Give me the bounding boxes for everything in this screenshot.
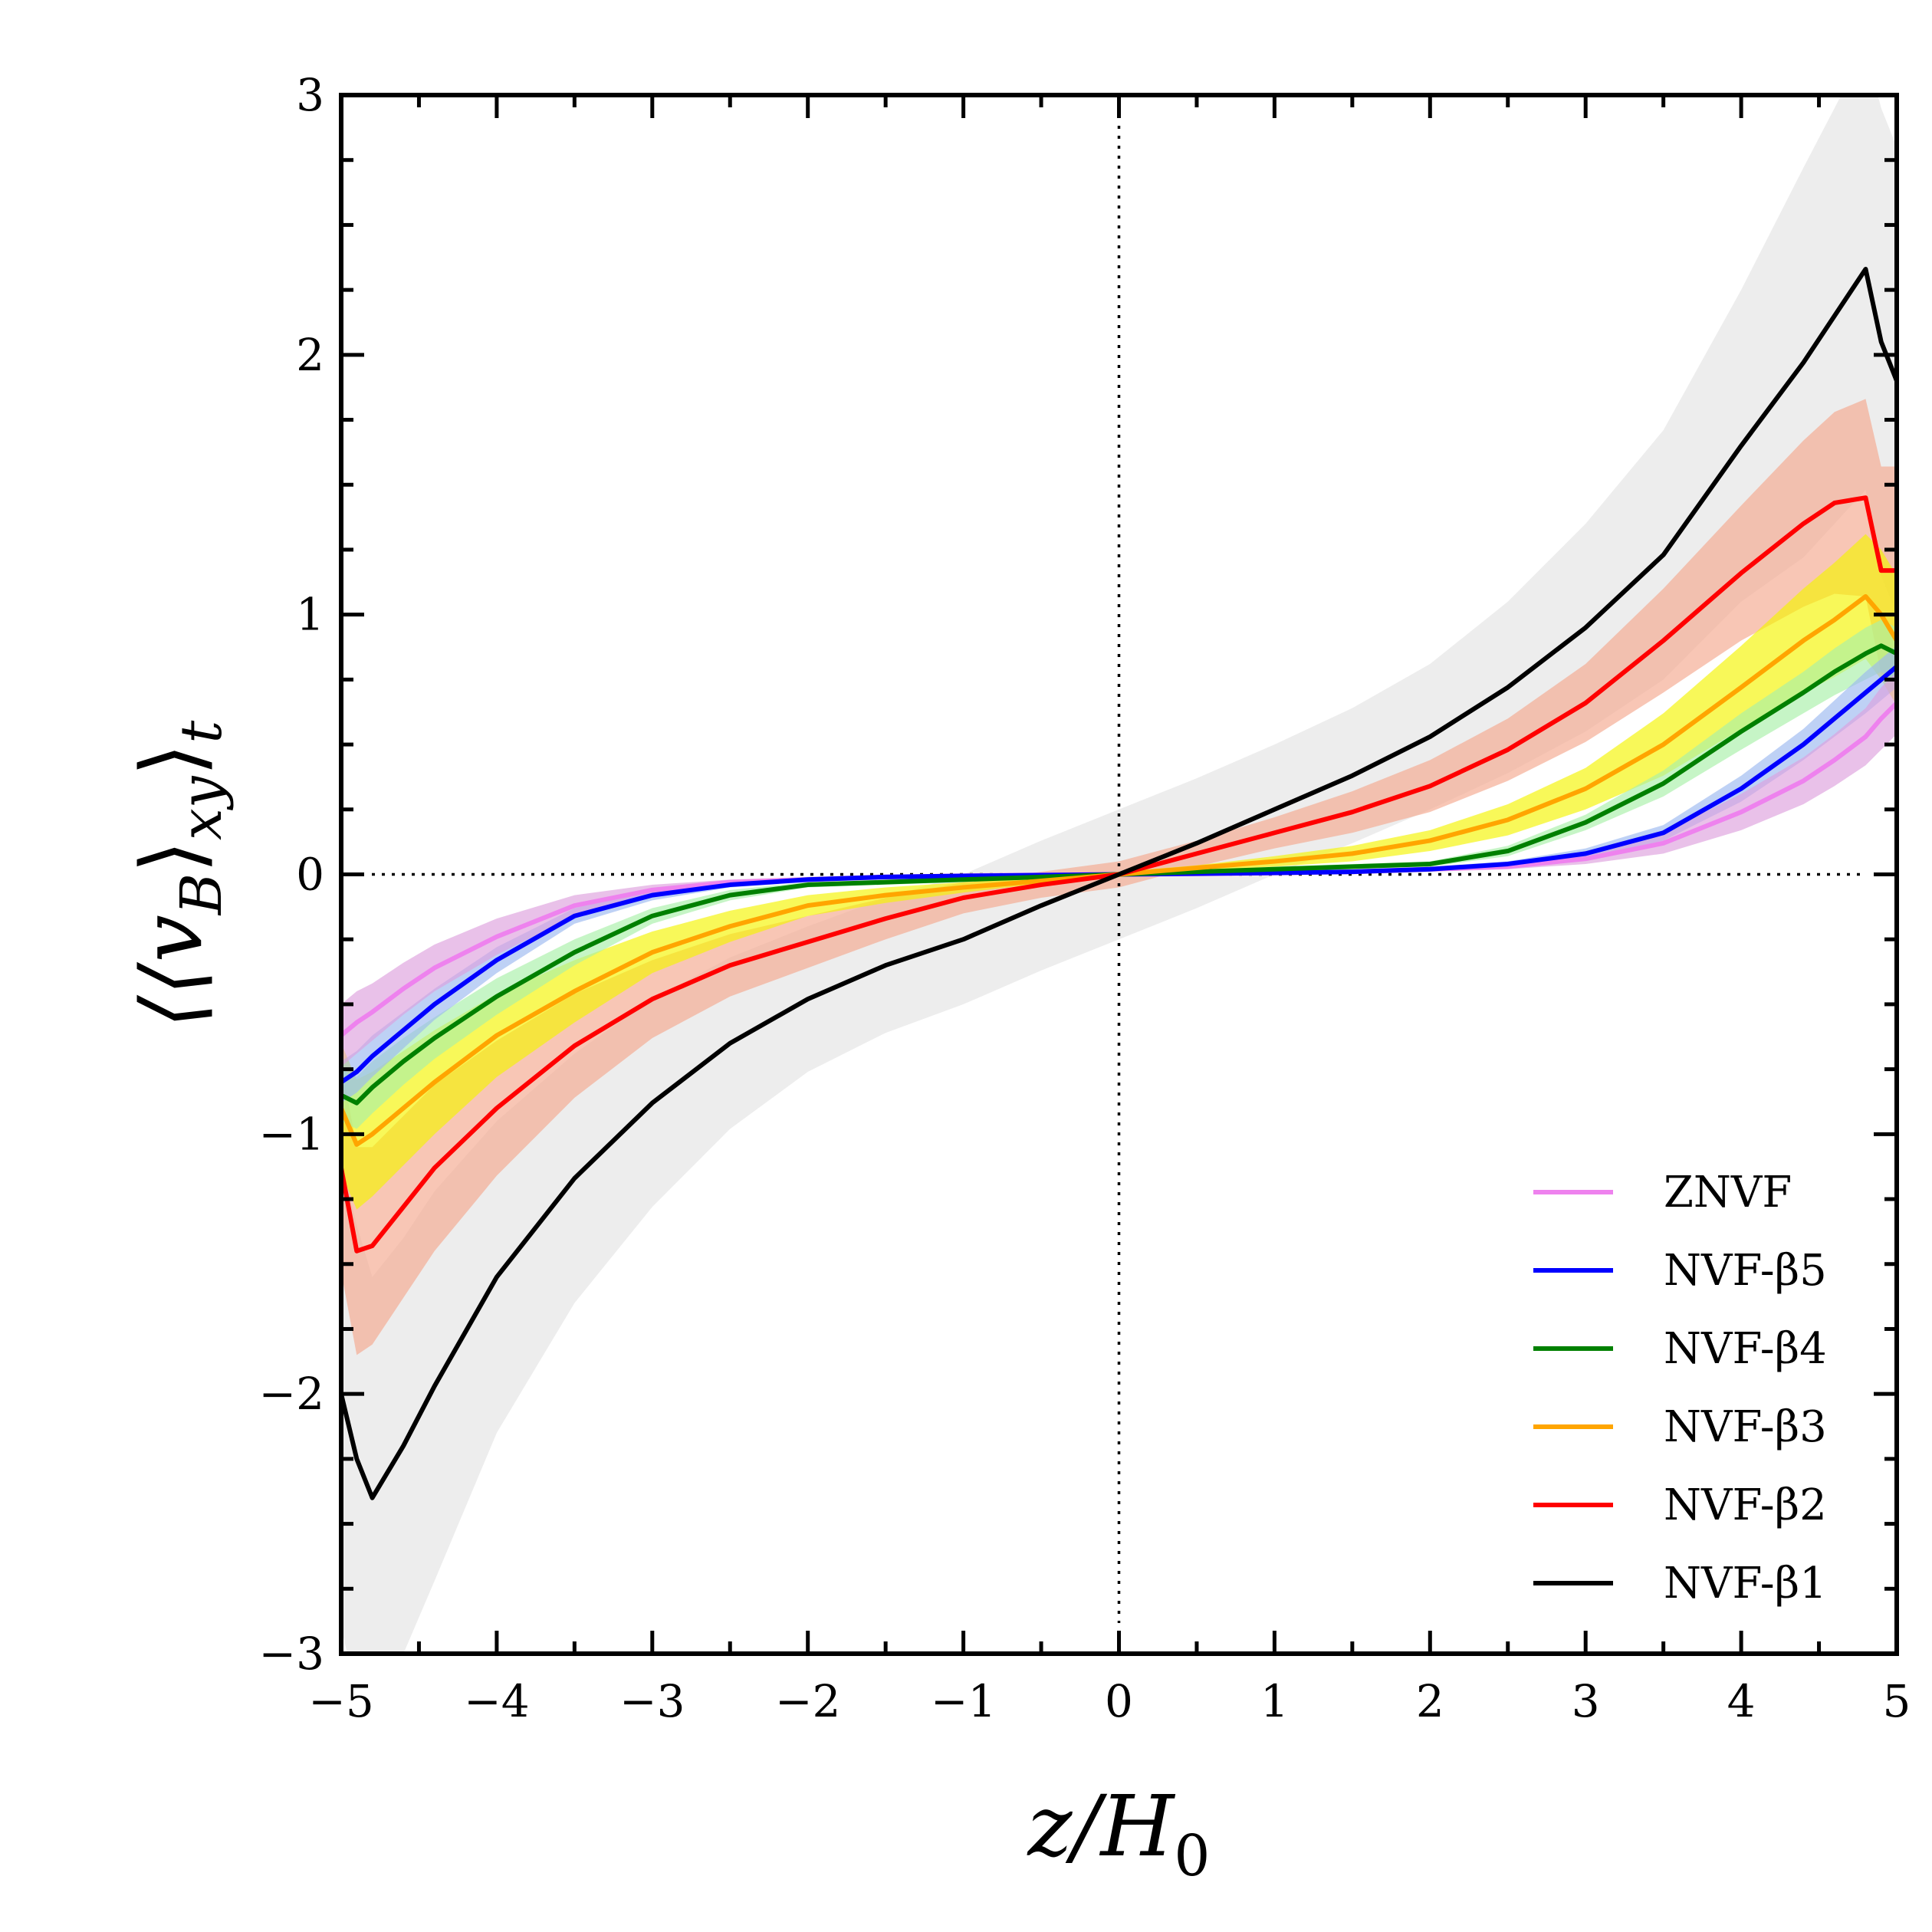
x-tick-label: −3 [619,1675,685,1727]
y-tick-label: 3 [296,69,324,121]
plot-frame [339,93,1899,1656]
y-axis-label: ⟨⟨vB⟩xy⟩t [123,720,235,1028]
x-tick-label: −5 [308,1675,374,1727]
y-tick-label: 1 [296,589,324,641]
x-tick-label: 1 [1260,1675,1289,1727]
x-tick-label: 0 [1105,1675,1133,1727]
legend-label-znvf: ZNVF [1664,1168,1792,1217]
y-tick-label: −2 [259,1368,325,1420]
band-nvf-2 [341,399,1897,1355]
legend: ZNVF NVF-β5 NVF-β4 NVF-β3 NVF-β2 NVF-β1 [1533,1168,1827,1608]
x-tick-label: −2 [775,1675,841,1727]
x-tick-label: 5 [1883,1675,1911,1727]
band-nvf-3 [341,534,1897,1210]
series-line-nvf-1 [341,267,1897,1500]
y-tick-label: 2 [296,329,324,381]
legend-label-nvf-2: NVF-β2 [1664,1480,1827,1530]
x-tick-label: −4 [464,1675,530,1727]
x-axis-label: z/H0 [1026,1777,1210,1889]
x-tick-label: 4 [1727,1675,1756,1727]
x-tick-label: 3 [1572,1675,1600,1727]
legend-label-nvf-5: NVF-β5 [1664,1246,1827,1296]
y-tick-label: −3 [259,1628,325,1680]
series-lines [341,267,1897,1500]
x-tick-label: −1 [931,1675,997,1727]
x-tick-label: 2 [1416,1675,1444,1727]
tick-labels: −5 −4 −3 −2 −1 0 1 2 3 4 5 −3 −2 −1 0 1 2 3 [259,69,1911,1727]
legend-label-nvf-1: NVF-β1 [1664,1559,1827,1608]
legend-label-nvf-3: NVF-β3 [1664,1402,1827,1452]
legend-label-nvf-4: NVF-β4 [1664,1324,1827,1374]
y-tick-label: 0 [296,849,324,901]
y-tick-label: −1 [259,1108,325,1160]
